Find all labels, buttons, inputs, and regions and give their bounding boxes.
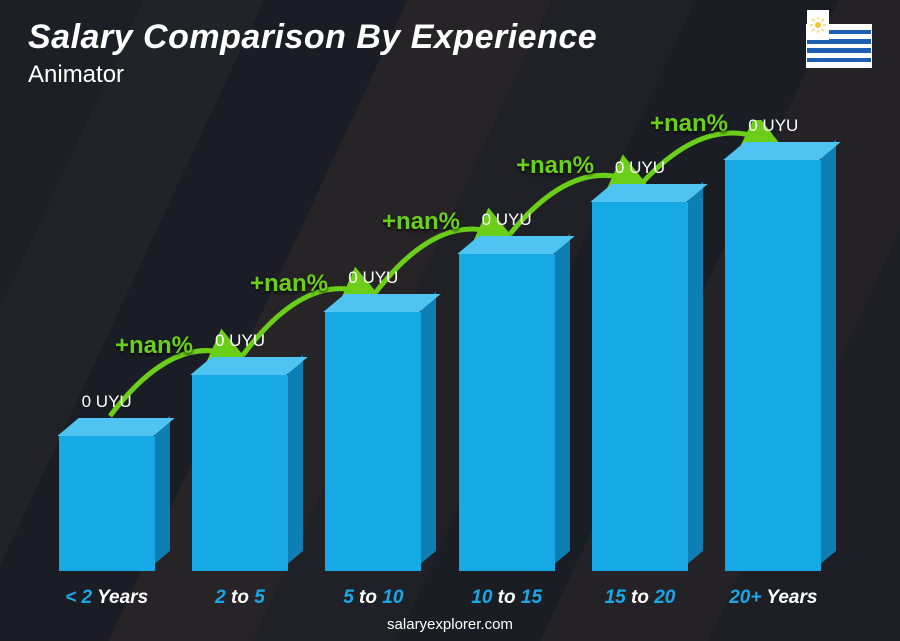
x-axis-label: 15 to 20 [573, 587, 706, 609]
chart-stage: Salary Comparison By Experience Animator… [0, 0, 900, 641]
bar-slot: 0 UYU [707, 120, 840, 571]
x-axis: < 2 Years2 to 55 to 1010 to 1515 to 2020… [40, 587, 840, 609]
bar-front [325, 312, 421, 571]
bar-side [155, 416, 170, 564]
bar-side [821, 140, 836, 564]
chart-title: Salary Comparison By Experience [28, 18, 597, 57]
bar-front [592, 202, 688, 571]
bar-side [555, 234, 570, 564]
bar-front [59, 436, 155, 571]
bar: 0 UYU [325, 312, 421, 571]
bar: 0 UYU [192, 375, 288, 571]
bar-side [288, 355, 303, 564]
chart-subtitle: Animator [28, 61, 597, 89]
x-axis-label: 5 to 10 [307, 587, 440, 609]
bar: 0 UYU [725, 160, 821, 571]
growth-pct-label: +nan% [382, 208, 460, 236]
growth-pct-label: +nan% [516, 152, 594, 180]
bar-front [459, 254, 555, 571]
growth-pct-label: +nan% [650, 110, 728, 138]
bar-slot: 0 UYU [173, 120, 306, 571]
growth-pct-label: +nan% [115, 332, 193, 360]
x-axis-label: 2 to 5 [173, 587, 306, 609]
bar-slot: 0 UYU [440, 120, 573, 571]
bar: 0 UYU [592, 202, 688, 571]
bar: 0 UYU [59, 436, 155, 571]
bar-side [421, 292, 436, 564]
growth-pct-label: +nan% [250, 270, 328, 298]
bar-value-label: 0 UYU [37, 392, 177, 412]
x-axis-label: 10 to 15 [440, 587, 573, 609]
bar-slot: 0 UYU [307, 120, 440, 571]
x-axis-label: 20+ Years [707, 587, 840, 609]
footer-credit: salaryexplorer.com [0, 616, 900, 633]
x-axis-label: < 2 Years [40, 587, 173, 609]
bar: 0 UYU [459, 254, 555, 571]
bar-side [688, 182, 703, 564]
bar-slot: 0 UYU [573, 120, 706, 571]
country-flag-uruguay [806, 24, 872, 68]
bar-front [725, 160, 821, 571]
title-block: Salary Comparison By Experience Animator [28, 18, 597, 89]
bar-front [192, 375, 288, 571]
